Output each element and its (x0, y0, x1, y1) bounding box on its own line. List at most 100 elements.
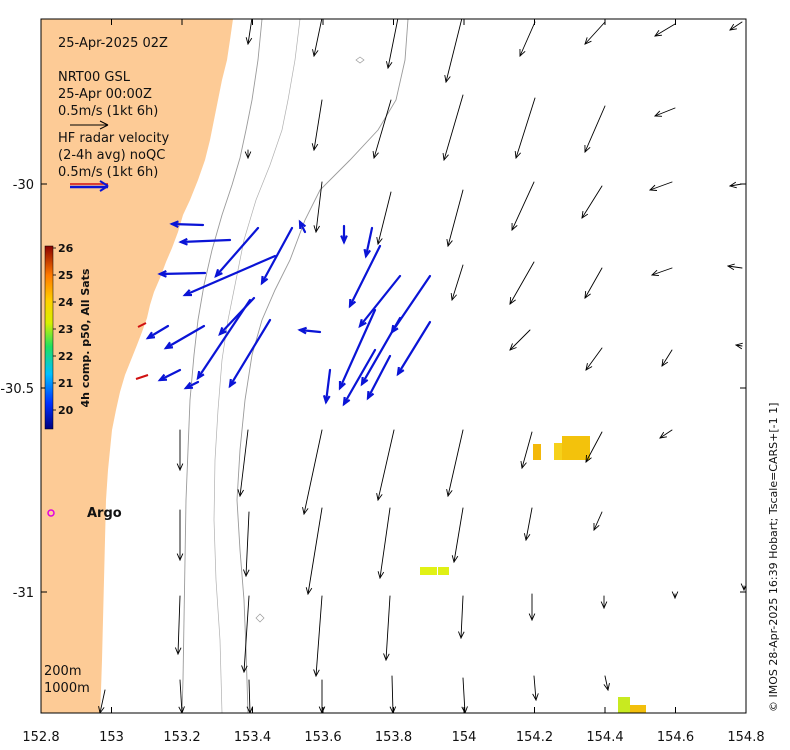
isobath-1000m (236, 19, 409, 713)
model-arrow (305, 507, 323, 596)
argo-marker (47, 509, 55, 517)
colorbar-title: 4h comp. p50, All Sats (79, 268, 92, 407)
colorbar: 26 25 24 23 22 21 20 4h comp. p50, All Sats (44, 242, 92, 430)
model-arrow (174, 595, 182, 656)
radar-arrow (363, 226, 374, 259)
model-time-label: 25-Apr 00:00Z (58, 87, 152, 102)
x-tick-label: 153.6 (304, 730, 341, 745)
model-name-label: NRT00 GSL (58, 70, 131, 85)
x-tick-label: 152.8 (22, 730, 59, 745)
model-arrow (734, 342, 743, 350)
model-arrow (446, 189, 464, 248)
model-arrow (386, 19, 399, 70)
model-arrow (318, 679, 326, 713)
y-tick-label: -30.5 (0, 382, 34, 397)
model-arrow (450, 264, 464, 302)
radar-arrow (157, 270, 207, 278)
model-arrow (653, 107, 676, 117)
colorbar-tick-label: 25 (58, 269, 73, 282)
y-axis: -30 -30.5 -31 (0, 178, 746, 601)
model-arrow (311, 99, 323, 152)
sst-patch (533, 444, 541, 460)
radar-scale-label: 0.5m/s (1kt 6h) (58, 165, 158, 180)
model-arrow (726, 263, 743, 271)
model-arrow (509, 329, 531, 351)
model-arrow (312, 19, 323, 58)
model-arrow (444, 19, 463, 84)
model-arrow (302, 429, 323, 516)
model-arrow (176, 429, 184, 472)
model-arrow (520, 431, 533, 470)
radar-arrow (298, 219, 307, 234)
radar-arrow (183, 380, 200, 390)
radar-arrow (358, 274, 402, 329)
timestamp-label: 25-Apr-2025 02Z (58, 36, 168, 51)
model-arrow (241, 595, 250, 674)
model-arrow (584, 105, 606, 154)
seamount-contour (355, 56, 365, 64)
radar-arrow (214, 226, 260, 279)
x-tick-label: 154.2 (516, 730, 553, 745)
sst-patch (420, 567, 437, 575)
model-scale-arrow (70, 120, 109, 130)
sst-patch (630, 705, 646, 713)
radar-current-arrows (145, 219, 432, 407)
model-arrow (313, 595, 323, 678)
model-arrow (593, 511, 603, 532)
radar-arrow (178, 237, 232, 246)
model-arrow (446, 429, 464, 498)
colorbar-tick-label: 21 (58, 377, 73, 390)
model-arrow (458, 595, 465, 640)
radar-arrow (163, 324, 206, 350)
model-arrow (659, 429, 673, 439)
model-arrow (511, 181, 535, 232)
model-arrow (237, 429, 249, 498)
colorbar-tick-label: 24 (58, 296, 74, 309)
x-tick-label: 153.8 (375, 730, 412, 745)
x-tick-label: 154.4 (586, 730, 623, 745)
model-arrow (523, 507, 533, 542)
model-arrow (376, 429, 395, 502)
x-tick-label: 153.2 (163, 730, 200, 745)
model-arrow (383, 595, 391, 662)
colorbar-tick-label: 20 (58, 404, 74, 417)
model-arrow (389, 675, 397, 713)
model-arrow (377, 507, 391, 580)
model-arrow (532, 675, 539, 702)
isobath-secondary (213, 19, 301, 713)
model-arrow (519, 21, 536, 58)
colorbar-ticks: 26 25 24 23 22 21 20 (53, 242, 74, 417)
model-arrow (584, 267, 603, 299)
model-arrow (376, 191, 392, 246)
model-arrow (648, 181, 673, 191)
model-arrow (528, 593, 536, 622)
sst-patch (554, 443, 564, 460)
sst-patches (420, 436, 646, 713)
radar-arrow (360, 316, 402, 387)
radar-arrow (366, 354, 392, 401)
radar-title-label: HF radar velocity (58, 131, 170, 146)
x-tick-label: 154 (452, 730, 477, 745)
radar-arrow (157, 368, 182, 382)
coastal-trace (135, 374, 149, 380)
x-tick-label: 154.6 (657, 730, 694, 745)
isobath-200m-label: 200m (44, 664, 81, 679)
model-arrow (671, 591, 679, 600)
radar-arrow (342, 348, 377, 407)
model-arrow (729, 21, 743, 31)
radar-arrow (182, 254, 277, 297)
colorbar-tick-label: 22 (58, 350, 73, 363)
model-arrow (442, 94, 464, 162)
model-arrow (650, 267, 673, 277)
model-arrow (98, 689, 106, 713)
radar-arrow (340, 224, 348, 245)
model-arrow (514, 97, 536, 160)
isobath-1000m-label: 1000m (44, 681, 90, 696)
radar-arrow (145, 324, 170, 340)
model-arrow (313, 181, 323, 234)
colorbar-tick-label: 26 (58, 242, 74, 255)
argo-label: Argo (87, 506, 122, 521)
model-arrow (243, 511, 250, 578)
y-tick-label: -30 (13, 178, 34, 193)
land-mass (41, 19, 233, 713)
